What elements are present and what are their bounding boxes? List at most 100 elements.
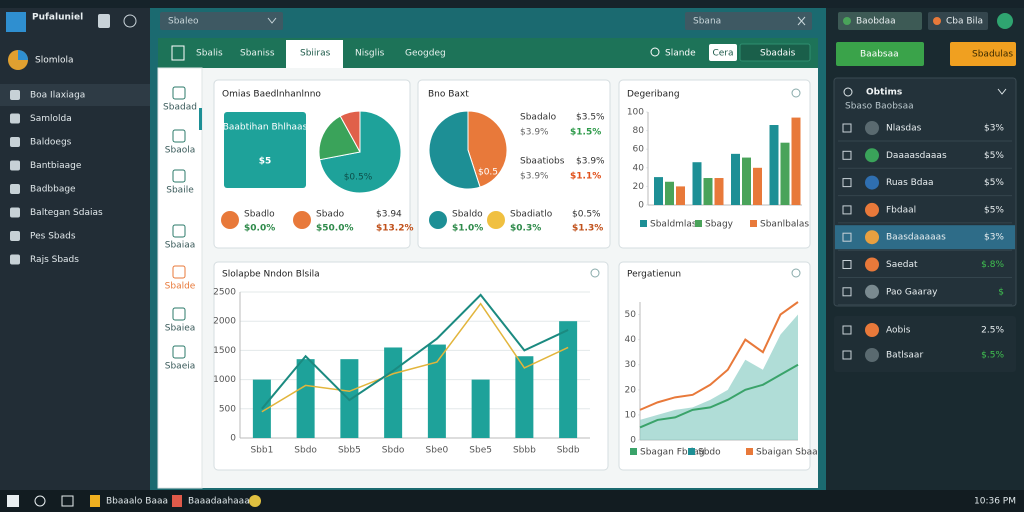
- row-value: $3.5%: [576, 113, 605, 123]
- tab[interactable]: Nisglis: [355, 49, 385, 59]
- search-box[interactable]: [685, 12, 812, 30]
- rail-icon: [172, 345, 186, 359]
- dropdown-arrow: [267, 17, 277, 24]
- rail-label[interactable]: Sbadad: [163, 103, 197, 113]
- menu-item[interactable]: Badbbage: [30, 185, 76, 195]
- row-icon: [865, 323, 879, 337]
- lock-icon[interactable]: [98, 14, 110, 28]
- row-check: [842, 232, 852, 242]
- right-button[interactable]: [838, 12, 922, 30]
- legend-label: Sbanlbalas: [760, 220, 809, 230]
- row-label: Sbaatiobs: [520, 157, 565, 167]
- legend-label: Sbagan Fbdag: [640, 448, 705, 458]
- tab[interactable]: Sbaniss: [240, 49, 275, 59]
- row-name[interactable]: Ruas Bdaa: [886, 178, 934, 188]
- search-box[interactable]: [160, 12, 283, 30]
- tab[interactable]: Sbiiras: [300, 49, 331, 59]
- settings-icon[interactable]: [590, 268, 600, 278]
- app-icon: [6, 12, 26, 32]
- y-tick-label: 0: [230, 434, 236, 444]
- row-value: $.8%: [981, 260, 1004, 270]
- search-text: Sbaleo: [168, 17, 199, 27]
- menu-item[interactable]: Baltegan Sdaias: [30, 208, 103, 218]
- row-name[interactable]: Aobis: [886, 326, 911, 336]
- tab-bar: [158, 38, 818, 68]
- stat-icon: [429, 211, 447, 229]
- menu-item[interactable]: Rajs Sbads: [30, 255, 79, 265]
- rail-label[interactable]: Sbalde: [165, 282, 196, 292]
- menu-item[interactable]: Pes Sbads: [30, 232, 76, 242]
- right-button[interactable]: [928, 12, 988, 30]
- toolbar-action-text: Sbadais: [760, 49, 796, 59]
- legend-swatch: [695, 220, 702, 227]
- taskbar-app[interactable]: Bbaaalo Baaa: [106, 497, 168, 507]
- row-value: $: [998, 287, 1004, 297]
- close-icon[interactable]: [797, 16, 806, 26]
- rail-label[interactable]: Sbaola: [165, 146, 195, 156]
- stat-label: $0.5%: [572, 210, 601, 220]
- row-name[interactable]: Batlsaar: [886, 351, 923, 361]
- row-name[interactable]: Nlasdas: [886, 124, 922, 134]
- start-button[interactable]: [7, 495, 19, 507]
- home-icon[interactable]: [171, 45, 185, 61]
- toolbar-button[interactable]: [709, 44, 737, 61]
- status-icon[interactable]: [997, 13, 1013, 29]
- row-name[interactable]: Pao Gaaray: [886, 287, 938, 297]
- tab[interactable]: Geogdeg: [405, 49, 446, 59]
- menu-icon: [10, 231, 20, 241]
- row-name[interactable]: Daaaasdaaas: [886, 151, 947, 161]
- menu-item[interactable]: Boa Ilaxiaga: [30, 91, 85, 101]
- bar: [427, 344, 446, 438]
- collapse-icon[interactable]: [997, 88, 1007, 95]
- row-name[interactable]: Baasdaaaaas: [886, 233, 946, 243]
- rail-label[interactable]: Sbaiaa: [165, 241, 195, 251]
- menu-icon: [10, 113, 20, 124]
- pie-slice: [467, 110, 508, 188]
- row-name[interactable]: Fbdaal: [886, 205, 916, 215]
- x-tick-label: Sbdo: [294, 446, 317, 456]
- menu-item[interactable]: Bantbiaage: [30, 161, 82, 171]
- toolbar-action[interactable]: [739, 43, 811, 62]
- tab[interactable]: Sbalis: [196, 49, 223, 59]
- bar: [665, 181, 674, 205]
- row-name[interactable]: Saedat: [886, 260, 918, 270]
- user-icon[interactable]: [123, 14, 137, 28]
- settings-icon[interactable]: [791, 88, 801, 98]
- bar: [753, 167, 762, 205]
- menu-item[interactable]: Baldoegs: [30, 138, 72, 148]
- y-tick-label: 1500: [213, 346, 236, 356]
- rail-icon: [172, 265, 186, 279]
- toolbar-search[interactable]: Slande: [665, 49, 696, 59]
- stat-value: $1.0%: [452, 224, 483, 234]
- trend-curve: [261, 302, 569, 413]
- taskbar-app-icon[interactable]: [172, 495, 182, 507]
- rail-label[interactable]: Sbaeia: [165, 362, 196, 372]
- menu-icon: [10, 160, 20, 171]
- row-value: $3.9%: [576, 157, 605, 167]
- rail-icon: [172, 169, 186, 183]
- menu-icon: [10, 254, 20, 265]
- settings-icon[interactable]: [791, 268, 801, 278]
- menu-item[interactable]: Samlolda: [30, 114, 72, 124]
- orange-button[interactable]: [950, 42, 1016, 66]
- pie-label: $0.5: [478, 168, 498, 178]
- row-sub: $3.9%: [520, 172, 549, 182]
- active-tab[interactable]: [286, 40, 343, 68]
- green-button[interactable]: [836, 42, 924, 66]
- task-view[interactable]: [61, 495, 74, 507]
- rail-label[interactable]: Sbaile: [166, 186, 194, 196]
- bar: [769, 125, 779, 205]
- row-check: [842, 350, 852, 360]
- pinned-app[interactable]: [249, 495, 261, 507]
- y-tick-label: 100: [627, 108, 644, 118]
- taskbar-app[interactable]: Baaadaahaaa: [188, 497, 250, 507]
- stat-label: $3.94: [376, 210, 402, 220]
- panel-title: Obtims: [866, 88, 902, 98]
- taskbar-app-icon[interactable]: [90, 495, 100, 507]
- row-check: [842, 150, 852, 160]
- row-check: [842, 325, 852, 335]
- search-button[interactable]: [34, 495, 46, 507]
- row-label: Sbadalo: [520, 113, 557, 123]
- x-tick-label: Sbe0: [426, 446, 449, 456]
- rail-label[interactable]: Sbaiea: [165, 324, 196, 334]
